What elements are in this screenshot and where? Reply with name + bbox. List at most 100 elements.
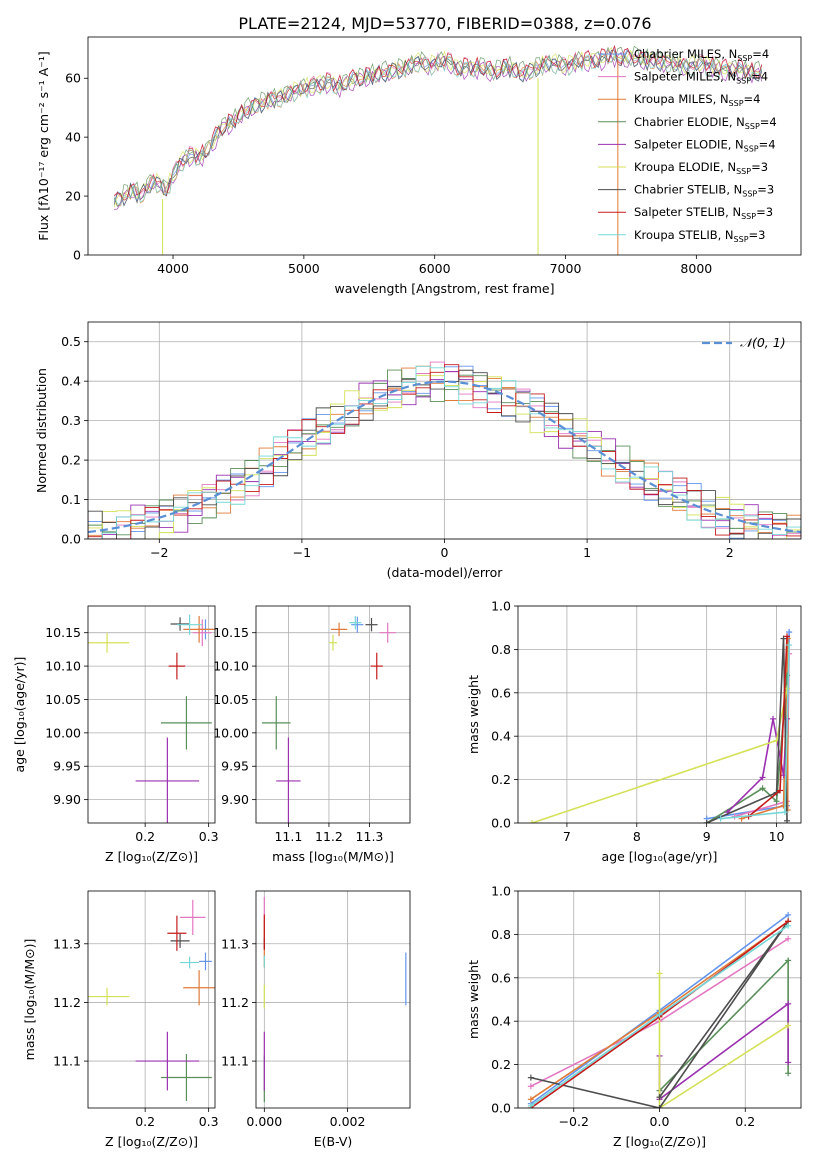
y-tick-label: 10.00 — [45, 725, 81, 740]
y-tick-label: 0.4 — [61, 374, 81, 389]
y-tick-label: 10.15 — [45, 625, 81, 640]
normal-reference-curve — [88, 380, 801, 534]
plot-area-age_vs_Z — [88, 614, 215, 823]
axes-mass_weight_vs_age: 7 8 9 10 0.0 0.2 0.4 0.6 0.8 1.0 age [log₁₀(age/yr… — [466, 599, 802, 864]
x-tick-label: 5000 — [288, 261, 320, 276]
x-tick-label: 0.0 — [650, 1114, 670, 1129]
x-tick-label: −2 — [150, 545, 168, 560]
y-tick-label: 9.95 — [221, 759, 249, 774]
x-tick-label: 0.3 — [199, 829, 219, 844]
y-axis-label: Flux [fλ10⁻¹⁷ erg cm⁻² s⁻¹ A⁻¹] — [36, 51, 51, 240]
y-axis-label: age [log₁₀(age/yr)] — [12, 657, 27, 773]
axes-frame — [255, 890, 411, 1109]
x-tick-label: 7000 — [550, 261, 582, 276]
x-tick-label: 2 — [726, 545, 734, 560]
y-tick-label: 0.2 — [61, 453, 81, 468]
y-tick-label: 40 — [65, 130, 81, 145]
x-tick-label: 0.2 — [135, 1114, 155, 1129]
axes-age_vs_Z: 0.2 0.3 9.90 9.95 10.00 10.05 10.10 10.15 Z [log… — [12, 605, 219, 864]
x-axis-label: Z [log₁₀(Z/Z⊙)] — [105, 849, 198, 864]
weight-series — [658, 973, 789, 1108]
plot-area-age_vs_mass — [262, 616, 396, 823]
legend-label: Salpeter MILES, NSSP=4 — [634, 70, 768, 86]
y-tick-label: 0.0 — [61, 532, 81, 547]
plot-area-mass_weight_vs_age — [528, 629, 793, 823]
y-tick-label: 9.95 — [53, 759, 81, 774]
y-tick-label: 0.2 — [491, 1057, 511, 1072]
x-tick-label: −1 — [293, 545, 311, 560]
y-tick-label: 10.05 — [213, 692, 249, 707]
y-tick-label: 11.3 — [53, 936, 81, 951]
y-tick-label: 20 — [65, 189, 81, 204]
weight-series — [658, 1002, 789, 1101]
y-tick-label: 11.1 — [221, 1054, 249, 1069]
x-tick-label: 1 — [583, 545, 591, 560]
x-tick-label: 6000 — [419, 261, 451, 276]
x-tick-label: 4000 — [157, 261, 189, 276]
y-tick-label: 0.4 — [491, 729, 511, 744]
y-tick-label: 0.4 — [491, 1014, 511, 1029]
y-tick-label: 0 — [73, 248, 81, 263]
weight-series — [530, 920, 789, 1108]
y-tick-label: 0.0 — [491, 1101, 511, 1116]
legend-label: Chabrier ELODIE, NSSP=4 — [634, 115, 777, 131]
legend-label: Kroupa ELODIE, NSSP=3 — [634, 160, 768, 176]
y-tick-label: 10.00 — [213, 725, 249, 740]
legend-label: Chabrier STELIB, NSSP=3 — [634, 183, 774, 199]
x-tick-label: −0.2 — [559, 1114, 589, 1129]
figure-title: PLATE=2124, MJD=53770, FIBERID=0388, z=0… — [238, 14, 651, 33]
y-tick-label: 1.0 — [491, 599, 511, 614]
x-axis-label: Z [log₁₀(Z/Z⊙)] — [613, 1134, 706, 1149]
x-tick-label: 10 — [769, 829, 785, 844]
x-axis-label: Z [log₁₀(Z/Z⊙)] — [105, 1134, 198, 1149]
histogram-series — [88, 365, 801, 539]
x-tick-label: 7 — [563, 829, 571, 844]
y-tick-label: 0.2 — [491, 772, 511, 787]
axes-mass_vs_EBV: 0.000 0.002 11.1 11.2 11.3 E(B-V) — [221, 890, 411, 1149]
x-tick-label: 11.3 — [356, 829, 384, 844]
y-tick-label: 10.15 — [213, 625, 249, 640]
x-tick-label: 0.002 — [330, 1114, 366, 1129]
x-axis-label: wavelength [Angstrom, rest frame] — [334, 281, 554, 296]
plot-area-residuals — [88, 361, 801, 539]
axes-frame — [87, 36, 802, 256]
y-tick-label: 0.8 — [491, 927, 511, 942]
y-axis-label: mass weight — [466, 960, 481, 1039]
x-tick-label: 0 — [441, 545, 449, 560]
plot-area-mass_vs_EBV — [263, 896, 407, 1103]
x-tick-label: 0.000 — [246, 1114, 282, 1129]
y-tick-label: 60 — [65, 71, 81, 86]
x-tick-label: 9 — [703, 829, 711, 844]
y-tick-label: 0.0 — [491, 816, 511, 831]
y-tick-label: 11.1 — [53, 1054, 81, 1069]
plot-area-spectrum — [113, 44, 763, 255]
axes-frame — [87, 890, 216, 1109]
weight-series — [531, 688, 788, 823]
y-tick-label: 9.90 — [53, 792, 81, 807]
y-tick-label: 10.05 — [45, 692, 81, 707]
x-tick-label: 8 — [633, 829, 641, 844]
axes-age_vs_mass: 11.1 11.2 11.3 9.90 9.95 10.00 10.05 10.10 10.15… — [213, 605, 411, 864]
y-tick-label: 10.10 — [213, 659, 249, 674]
y-tick-label: 0.6 — [491, 970, 511, 985]
x-tick-label: 8000 — [680, 261, 712, 276]
legend-label: Salpeter STELIB, NSSP=3 — [634, 205, 773, 221]
y-tick-label: 0.8 — [491, 642, 511, 657]
axes-frame — [87, 605, 216, 824]
plot-area-mass_vs_Z — [88, 899, 215, 1101]
legend-label: Chabrier MILES, NSSP=4 — [634, 47, 769, 63]
legend-spectrum: Chabrier MILES, NSSP=4 Salpeter MILES, NS… — [598, 47, 777, 244]
axes-frame — [255, 605, 411, 824]
y-tick-label: 0.6 — [491, 685, 511, 700]
y-tick-label: 10.10 — [45, 659, 81, 674]
legend-label: Salpeter ELODIE, NSSP=4 — [634, 137, 776, 153]
legend-label: Kroupa MILES, NSSP=4 — [634, 92, 760, 108]
weight-series — [706, 638, 788, 823]
axes-frame — [517, 605, 802, 824]
legend-normal-label: 𝒩(0, 1) — [740, 335, 786, 350]
y-axis-label: Normed distribution — [34, 368, 49, 493]
spectrum-series — [113, 53, 763, 206]
x-axis-label: mass [log₁₀(M/M⊙)] — [272, 849, 394, 864]
